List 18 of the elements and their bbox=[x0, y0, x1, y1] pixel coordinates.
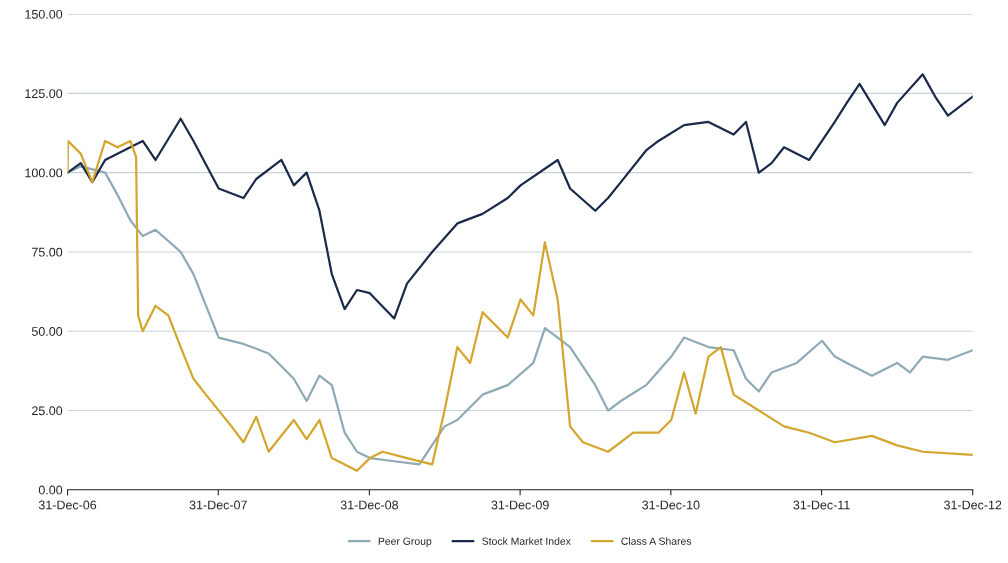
legend-label: Class A Shares bbox=[621, 537, 692, 545]
x-tick-label: 31-Dec-07 bbox=[189, 500, 247, 510]
y-tick-label: 25.00 bbox=[32, 406, 63, 416]
x-tick-label: 31-Dec-06 bbox=[38, 500, 97, 510]
y-tick-label: 0.00 bbox=[38, 485, 63, 495]
y-tick-label: 125.00 bbox=[25, 89, 63, 99]
x-tick-label: 31-Dec-10 bbox=[642, 500, 700, 510]
x-tick-label: 31-Dec-11 bbox=[793, 500, 850, 510]
line-series bbox=[67, 73, 973, 320]
x-tick-label: 31-Dec-09 bbox=[491, 500, 549, 510]
legend-label: Peer Group bbox=[378, 537, 432, 547]
x-tick-label: 31-Dec-12 bbox=[944, 500, 1002, 510]
legend-label: Stock Market Index bbox=[482, 537, 571, 545]
x-tick-label: 31-Dec-08 bbox=[340, 500, 399, 510]
y-tick-label: 100.00 bbox=[25, 168, 63, 178]
y-tick-label: 150.00 bbox=[25, 9, 63, 19]
y-tick-label: 75.00 bbox=[32, 247, 63, 257]
y-tick-label: 50.00 bbox=[31, 327, 63, 336]
